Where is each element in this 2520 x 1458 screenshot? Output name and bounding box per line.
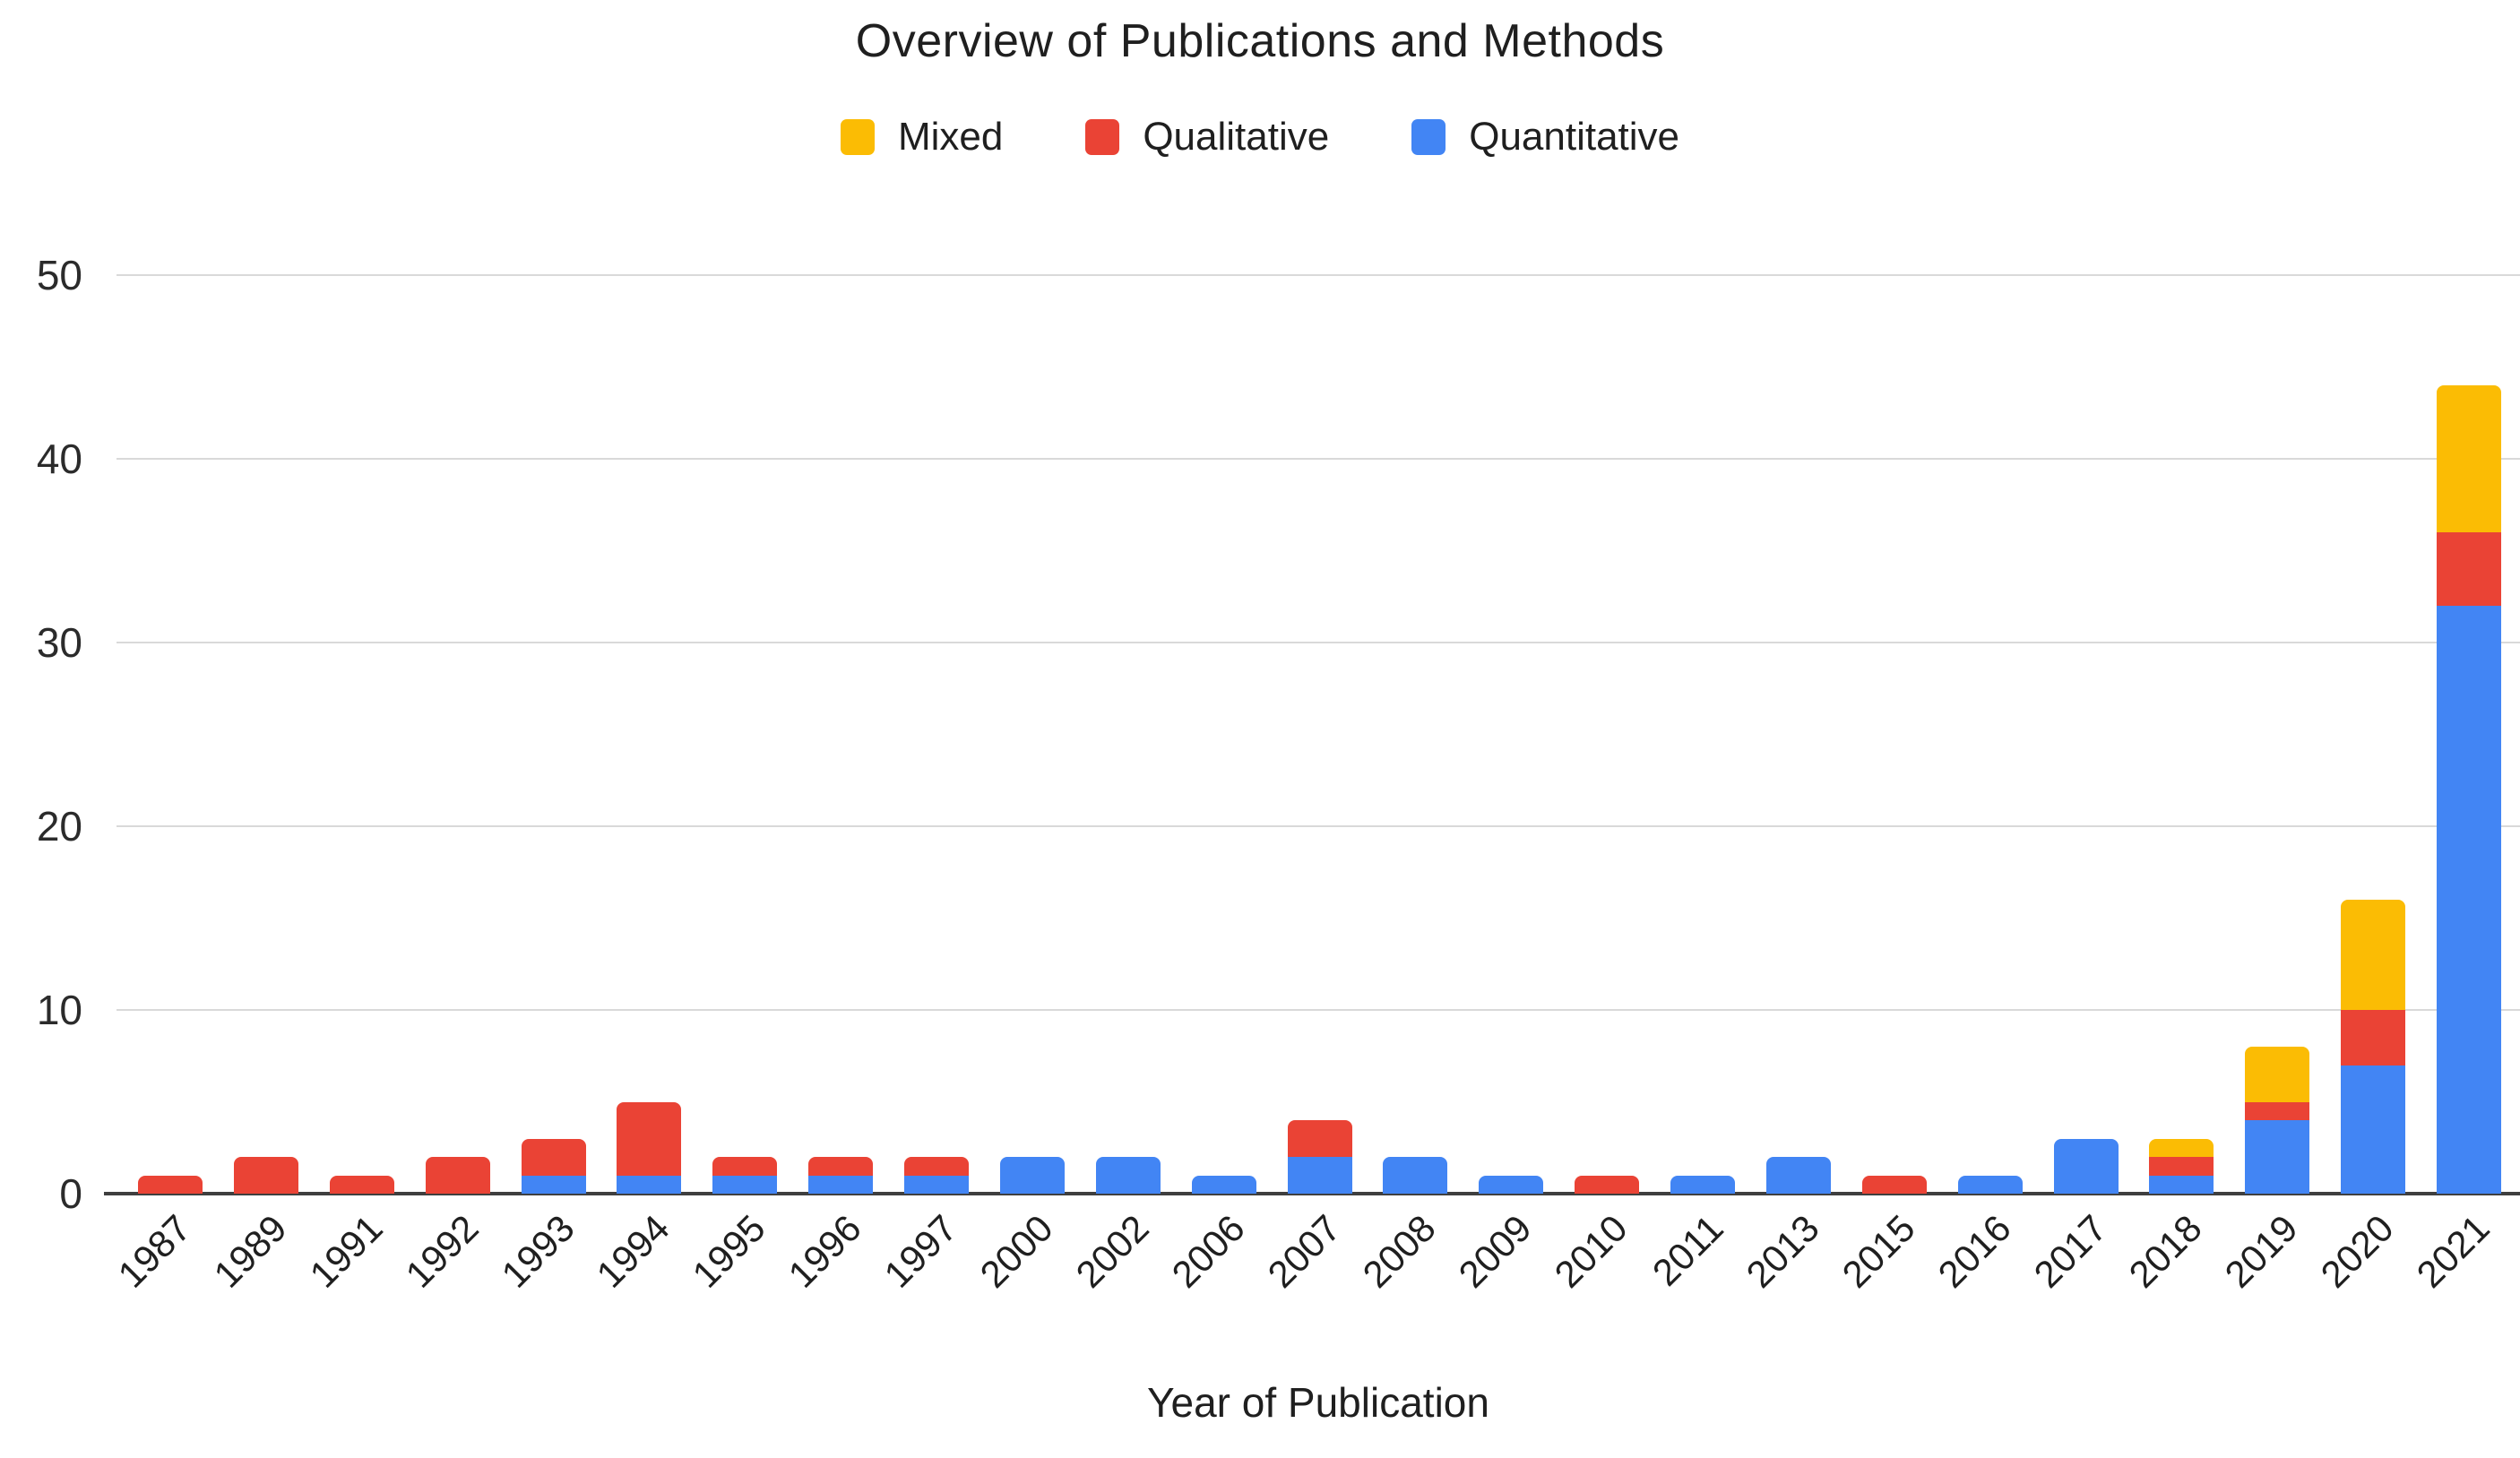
x-axis-title: Year of Publication — [1147, 1379, 1489, 1426]
legend-item-qualitative: Qualitative — [1085, 115, 1329, 160]
bar-2016-quantitative — [1957, 1175, 2023, 1194]
bar-2018-quantitative — [2149, 1175, 2214, 1194]
bar-2020-quantitative — [2341, 1065, 2406, 1194]
y-tick-label-0: 0 — [59, 1170, 82, 1217]
bar-1996-quantitative — [808, 1175, 874, 1194]
bar-2007-quantitative — [1287, 1157, 1352, 1194]
legend-item-quantitative: Quantitative — [1411, 115, 1679, 160]
bar-2002-quantitative — [1095, 1157, 1161, 1194]
chart-title: Overview of Publications and Methods — [855, 15, 1665, 67]
bar-2019-qualitative — [2245, 1101, 2310, 1120]
legend-swatch-qualitative — [1085, 119, 1120, 155]
bar-2017-quantitative — [2053, 1138, 2119, 1194]
bar-1991-qualitative — [329, 1175, 394, 1194]
bar-1997-qualitative — [904, 1157, 969, 1176]
bar-2020-qualitative — [2341, 1010, 2406, 1065]
gridline-y30 — [117, 642, 2520, 643]
bar-2006-quantitative — [1191, 1175, 1256, 1194]
bar-2018-mixed — [2149, 1138, 2214, 1157]
bar-1994-qualitative — [617, 1101, 682, 1176]
bar-2019-mixed — [2245, 1047, 2310, 1102]
bar-2000-quantitative — [999, 1157, 1065, 1194]
bar-2021-quantitative — [2437, 606, 2501, 1194]
y-axis: 0 10 20 30 40 50 — [0, 252, 82, 1217]
legend: Mixed Qualitative Quantitative — [0, 115, 2520, 160]
bar-2007-qualitative — [1287, 1120, 1352, 1157]
legend-label: Quantitative — [1469, 115, 1680, 159]
bar-2010-qualitative — [1575, 1175, 1640, 1194]
bar-1989-qualitative — [233, 1157, 298, 1194]
bar-1992-qualitative — [425, 1157, 490, 1194]
bar-2013-quantitative — [1765, 1157, 1831, 1194]
bar-2021-mixed — [2437, 385, 2501, 532]
bar-1995-quantitative — [712, 1175, 778, 1194]
bar-2020-mixed — [2341, 900, 2406, 1010]
gridline-y10 — [117, 1009, 2520, 1011]
gridline-y40 — [117, 458, 2520, 460]
legend-label: Qualitative — [1143, 115, 1330, 159]
bar-2008-quantitative — [1383, 1157, 1448, 1194]
bar-2018-qualitative — [2149, 1157, 2214, 1176]
x-axis-line — [104, 1192, 2520, 1195]
bar-2019-quantitative — [2245, 1120, 2310, 1194]
legend-item-mixed: Mixed — [840, 115, 1004, 160]
plot-area: 1987 1989 1991 1992 1993 1994 1995 1996 1997 2000… — [104, 274, 2520, 1296]
gridline-y20 — [117, 825, 2520, 827]
legend-label: Mixed — [897, 115, 1004, 159]
bar-2015-qualitative — [1861, 1175, 1927, 1194]
bar-1995-qualitative — [712, 1157, 778, 1176]
bar-1993-quantitative — [521, 1175, 586, 1194]
bar-2009-quantitative — [1479, 1175, 1544, 1194]
y-tick-label-10: 10 — [36, 987, 82, 1033]
y-tick-label-30: 30 — [36, 619, 82, 666]
bar-1994-quantitative — [617, 1175, 682, 1194]
bar-2011-quantitative — [1670, 1175, 1735, 1194]
legend-swatch-mixed — [840, 119, 875, 155]
bar-1993-qualitative — [521, 1138, 586, 1176]
gridline-y50 — [117, 274, 2520, 276]
legend-swatch-quantitative — [1411, 119, 1446, 155]
bar-1996-qualitative — [808, 1157, 874, 1176]
bar-1997-quantitative — [904, 1175, 969, 1194]
bar-1987-qualitative — [138, 1175, 203, 1194]
bar-2021-qualitative — [2437, 532, 2501, 606]
y-tick-label-50: 50 — [36, 252, 82, 298]
y-tick-label-20: 20 — [36, 803, 82, 850]
y-tick-label-40: 40 — [36, 436, 82, 482]
